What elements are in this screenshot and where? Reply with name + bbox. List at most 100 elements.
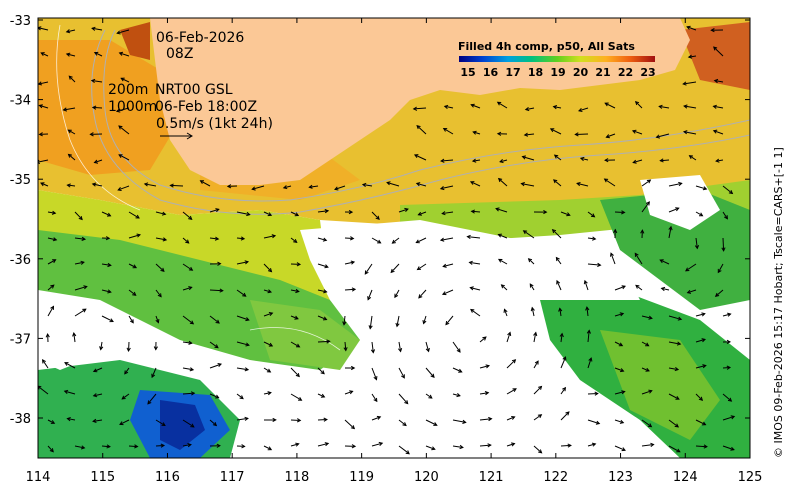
current-vector-head [373,376,378,381]
current-vector [722,313,731,317]
current-vector [209,289,223,292]
current-vector-head [117,186,122,191]
current-vector [118,154,130,161]
current-vector [661,287,670,291]
current-vector [560,411,570,421]
current-vector-head [668,225,673,231]
current-vector [425,393,433,399]
current-vector-head [471,158,477,163]
current-vector-head [462,419,467,424]
current-vector [695,211,703,217]
current-vector [121,393,130,400]
current-vector-head [527,258,533,263]
current-vector-head [703,444,708,449]
current-vector-head [105,236,111,241]
date-label: 06-Feb-2026 [156,30,244,46]
current-vector [501,284,508,291]
current-vector-head [188,340,193,345]
current-vector-head [583,279,588,285]
colorbar-tick-label: 21 [595,66,610,79]
current-vector [116,107,130,112]
current-vector [119,52,130,57]
current-vector-head [401,374,405,379]
current-vector-head [266,368,272,373]
current-vector [236,393,244,399]
current-vector-head [121,395,126,400]
current-vector [344,288,356,291]
current-vector-head [107,262,112,268]
current-vector [668,182,682,187]
current-vector [641,444,654,447]
current-vector-head [413,154,419,158]
current-vector-head [727,397,733,402]
current-vector [290,341,300,348]
current-vector-head [562,386,566,392]
current-vector [695,338,706,343]
current-vector-head [713,46,718,51]
current-vector [614,211,625,214]
current-vector-head [688,155,694,160]
current-vector-head [370,349,376,354]
current-vector [128,211,140,219]
current-vector [263,445,272,451]
current-vector [641,315,653,319]
current-vector-head [694,245,700,250]
current-vector [290,367,300,377]
current-vector [63,107,76,111]
current-vector [497,101,508,109]
current-vector [470,181,481,187]
current-vector [66,29,76,33]
current-vector-head [188,286,193,291]
current-vector [443,128,454,135]
current-vector [722,415,735,421]
current-vector-head [93,159,99,164]
current-vector [713,130,724,135]
current-vector-head [322,316,328,321]
current-vector-head [553,154,559,159]
current-vector-head [619,419,625,424]
current-vector-head [349,390,354,395]
current-vector [67,418,76,421]
current-vector-head [241,444,246,449]
current-vector-head [367,296,372,301]
current-vector-head [578,107,583,112]
current-vector [236,367,249,371]
current-vector [553,179,562,187]
current-vector-head [558,307,563,312]
current-vector [182,367,194,371]
current-vector-head [685,267,690,272]
current-vector-head [268,342,274,347]
current-vector [317,289,327,293]
current-vector [498,259,508,265]
current-vector [695,237,698,249]
current-vector [559,308,562,317]
colorbar-ticks: 15 16 17 18 19 20 21 22 23 [460,66,655,79]
current-vector [396,315,400,327]
current-vector [587,392,598,395]
current-vector-head [634,100,640,106]
current-vector-head [675,207,680,212]
current-vector-head [242,292,247,297]
current-vector-head [488,416,493,422]
current-vector [263,341,273,347]
current-vector-head [538,449,543,454]
depth-200-label: 200m [108,82,148,98]
current-vector-head [395,322,400,328]
current-vector [714,80,724,83]
current-vector-head [591,442,597,447]
current-vector-head [350,260,356,265]
current-vector-head [212,422,218,427]
current-vector-head [119,421,124,426]
current-vector [425,367,435,378]
current-vector [684,105,697,109]
current-vector-head [439,186,445,191]
current-vector-head [567,443,572,448]
current-vector [550,128,562,135]
current-vector-head [376,415,382,420]
current-vector [101,315,114,322]
current-vector [555,257,562,265]
current-vector-head [523,132,529,137]
current-vector [317,340,330,343]
current-vector-head [721,247,726,252]
current-vector [209,393,219,399]
